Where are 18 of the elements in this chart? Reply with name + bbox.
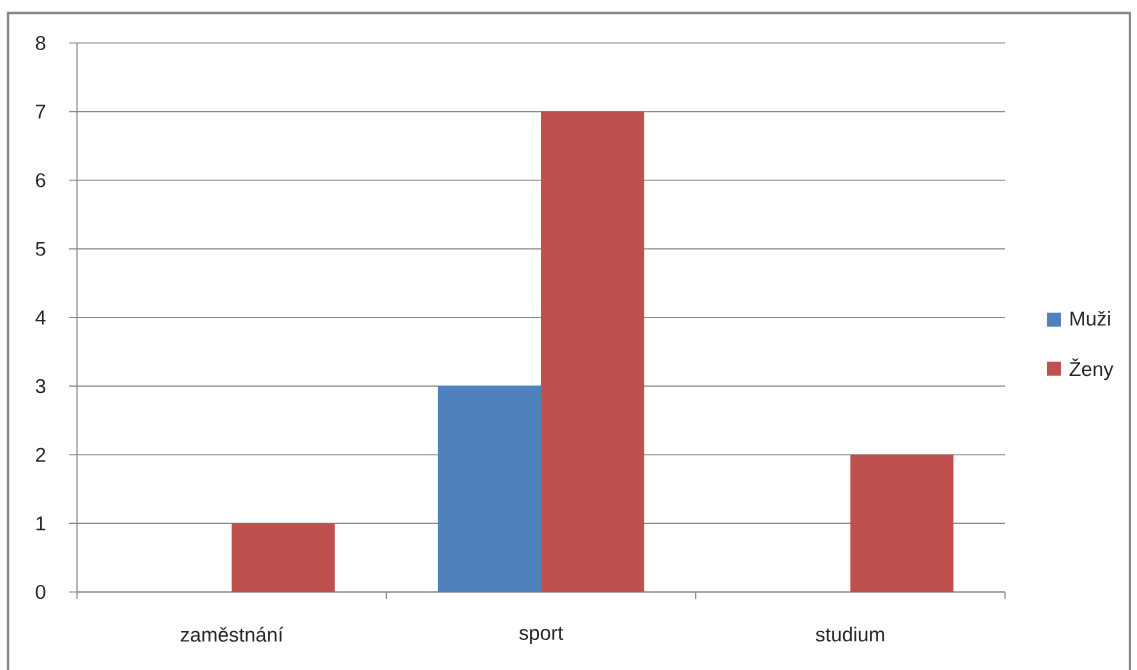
bar bbox=[437, 386, 542, 592]
y-tick-label: 6 bbox=[36, 173, 46, 188]
bar bbox=[850, 454, 954, 592]
bar bbox=[541, 111, 645, 592]
legend-label: Muži bbox=[1070, 310, 1110, 326]
y-tick-label: 7 bbox=[36, 104, 46, 119]
x-tick-label: sport bbox=[519, 626, 564, 644]
legend-label: Ženy bbox=[1069, 358, 1114, 381]
y-tick-label: 5 bbox=[35, 241, 46, 256]
bar bbox=[231, 523, 335, 592]
y-tick-label: 8 bbox=[35, 35, 46, 51]
y-tick-label: 4 bbox=[35, 310, 46, 325]
x-tick-label: studium bbox=[815, 626, 885, 642]
y-tick-label: 1 bbox=[36, 516, 46, 531]
y-tick-label: 2 bbox=[36, 447, 46, 462]
x-tick-label: zaměstnání bbox=[180, 626, 284, 642]
y-tick-label: 0 bbox=[35, 584, 46, 600]
y-tick-label: 3 bbox=[35, 379, 46, 394]
